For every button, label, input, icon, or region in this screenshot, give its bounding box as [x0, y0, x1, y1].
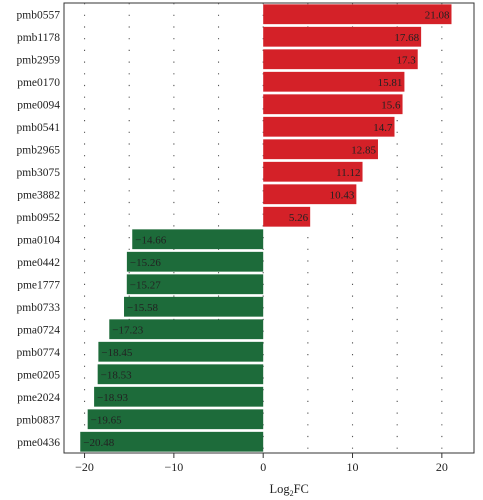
bar-pmb2959 — [263, 49, 418, 70]
category-label: pme3882 — [17, 189, 60, 201]
category-label: pmb0774 — [17, 347, 61, 359]
value-label: −15.26 — [130, 257, 161, 269]
bar-pma0724 — [109, 319, 264, 340]
bar-pme1777 — [126, 274, 264, 295]
bar-pme0205 — [97, 364, 264, 385]
bar-pma0104 — [132, 229, 264, 250]
bar-pme3882 — [263, 184, 357, 205]
value-label: 15.81 — [378, 77, 403, 89]
grid-lines — [83, 3, 443, 453]
category-label: pmb2965 — [17, 144, 61, 156]
category-label: pma0724 — [17, 324, 60, 336]
x-tick-label: −10 — [164, 460, 183, 474]
value-label: 12.85 — [351, 144, 376, 156]
bar-pmb0733 — [124, 296, 264, 317]
bar-pmb0541 — [263, 116, 395, 137]
bar-pme0094 — [263, 94, 403, 115]
value-label: 11.12 — [336, 167, 360, 179]
bar-pmb0837 — [87, 409, 264, 430]
value-label: 10.43 — [330, 189, 355, 201]
value-label: −17.23 — [112, 324, 143, 336]
category-label: pmb0541 — [17, 122, 61, 134]
category-label: pme0170 — [17, 77, 60, 89]
category-label: pmb0557 — [17, 9, 61, 21]
bar-pmb0774 — [98, 341, 264, 362]
value-label: 17.3 — [396, 54, 416, 66]
bar-pme0436 — [80, 431, 264, 452]
value-label: 14.7 — [373, 122, 393, 134]
bar-pme0442 — [126, 251, 264, 272]
category-label: pme0442 — [17, 257, 60, 269]
plot-frame — [63, 2, 475, 454]
category-label: pmb0837 — [17, 414, 61, 426]
value-label: 21.08 — [425, 9, 450, 21]
category-label: pme2024 — [17, 392, 60, 404]
x-axis-title: Log2FC — [269, 482, 308, 498]
category-label: pme0094 — [17, 99, 60, 111]
category-label: pma0104 — [17, 234, 60, 246]
bar-pme2024 — [94, 386, 264, 407]
value-label: −19.65 — [91, 414, 122, 426]
value-label: 5.26 — [289, 212, 309, 224]
category-label: pme0436 — [17, 437, 60, 449]
value-label: 17.68 — [394, 32, 419, 44]
category-label: pmb3075 — [17, 167, 61, 179]
bar-pme0170 — [263, 71, 405, 92]
value-label: −14.66 — [135, 234, 166, 246]
value-label: −20.48 — [83, 437, 114, 449]
value-label: 15.6 — [381, 99, 401, 111]
value-label: −15.27 — [130, 279, 161, 291]
bar-pmb3075 — [263, 161, 363, 182]
value-label: −18.45 — [101, 347, 132, 359]
x-tick-label: −20 — [75, 460, 94, 474]
bar-pmb1178 — [263, 26, 422, 47]
category-label: pmb1178 — [17, 32, 60, 44]
value-label: −15.58 — [127, 302, 158, 314]
value-label: −18.93 — [97, 392, 128, 404]
x-tick-label: 20 — [436, 460, 448, 474]
bar-pmb0952 — [263, 206, 311, 227]
bar-pmb0557 — [263, 4, 452, 25]
bar-pmb2965 — [263, 139, 378, 160]
x-tick-label: 10 — [347, 460, 359, 474]
category-label: pme1777 — [17, 279, 60, 291]
category-label: pmb2959 — [17, 54, 61, 66]
category-label: pmb0952 — [17, 212, 61, 224]
x-tick-label: 0 — [260, 460, 266, 474]
value-label: −18.53 — [101, 369, 132, 381]
category-label: pme0205 — [17, 369, 60, 381]
category-label: pmb0733 — [17, 302, 61, 314]
